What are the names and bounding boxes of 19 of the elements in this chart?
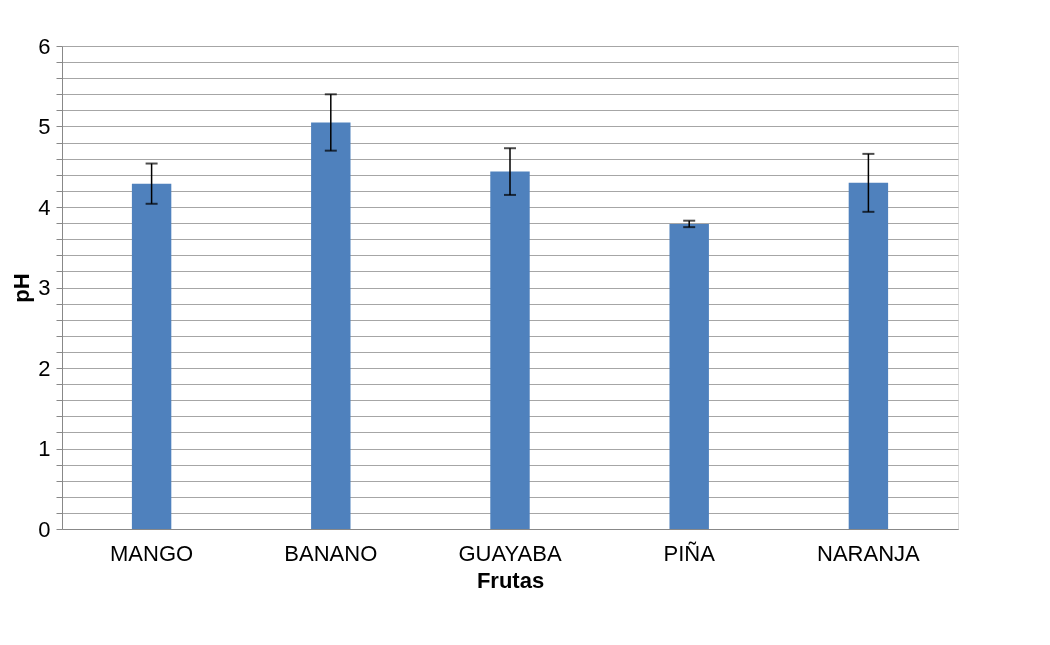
x-axis-title: Frutas: [476, 567, 545, 593]
y-tick-label: 6: [38, 33, 51, 59]
x-tick-label: MANGO: [110, 540, 194, 566]
y-tick-label: 4: [38, 194, 51, 220]
bar: [490, 171, 530, 529]
x-tick-label: GUAYABA: [458, 540, 562, 566]
y-tick-label: 5: [38, 114, 51, 139]
y-tick-label: 1: [38, 436, 51, 461]
y-axis-title: pH: [9, 273, 35, 303]
bar: [311, 122, 351, 529]
y-tick-label: 0: [38, 516, 51, 542]
bar: [669, 223, 709, 529]
x-tick-label: PIÑA: [663, 540, 716, 566]
x-tick-label: NARANJA: [817, 540, 921, 566]
bar: [848, 182, 889, 529]
x-tick-label: BANANO: [284, 540, 378, 566]
y-tick-label: 2: [38, 355, 51, 381]
bar: [131, 183, 172, 529]
y-tick-label: 3: [38, 275, 51, 300]
